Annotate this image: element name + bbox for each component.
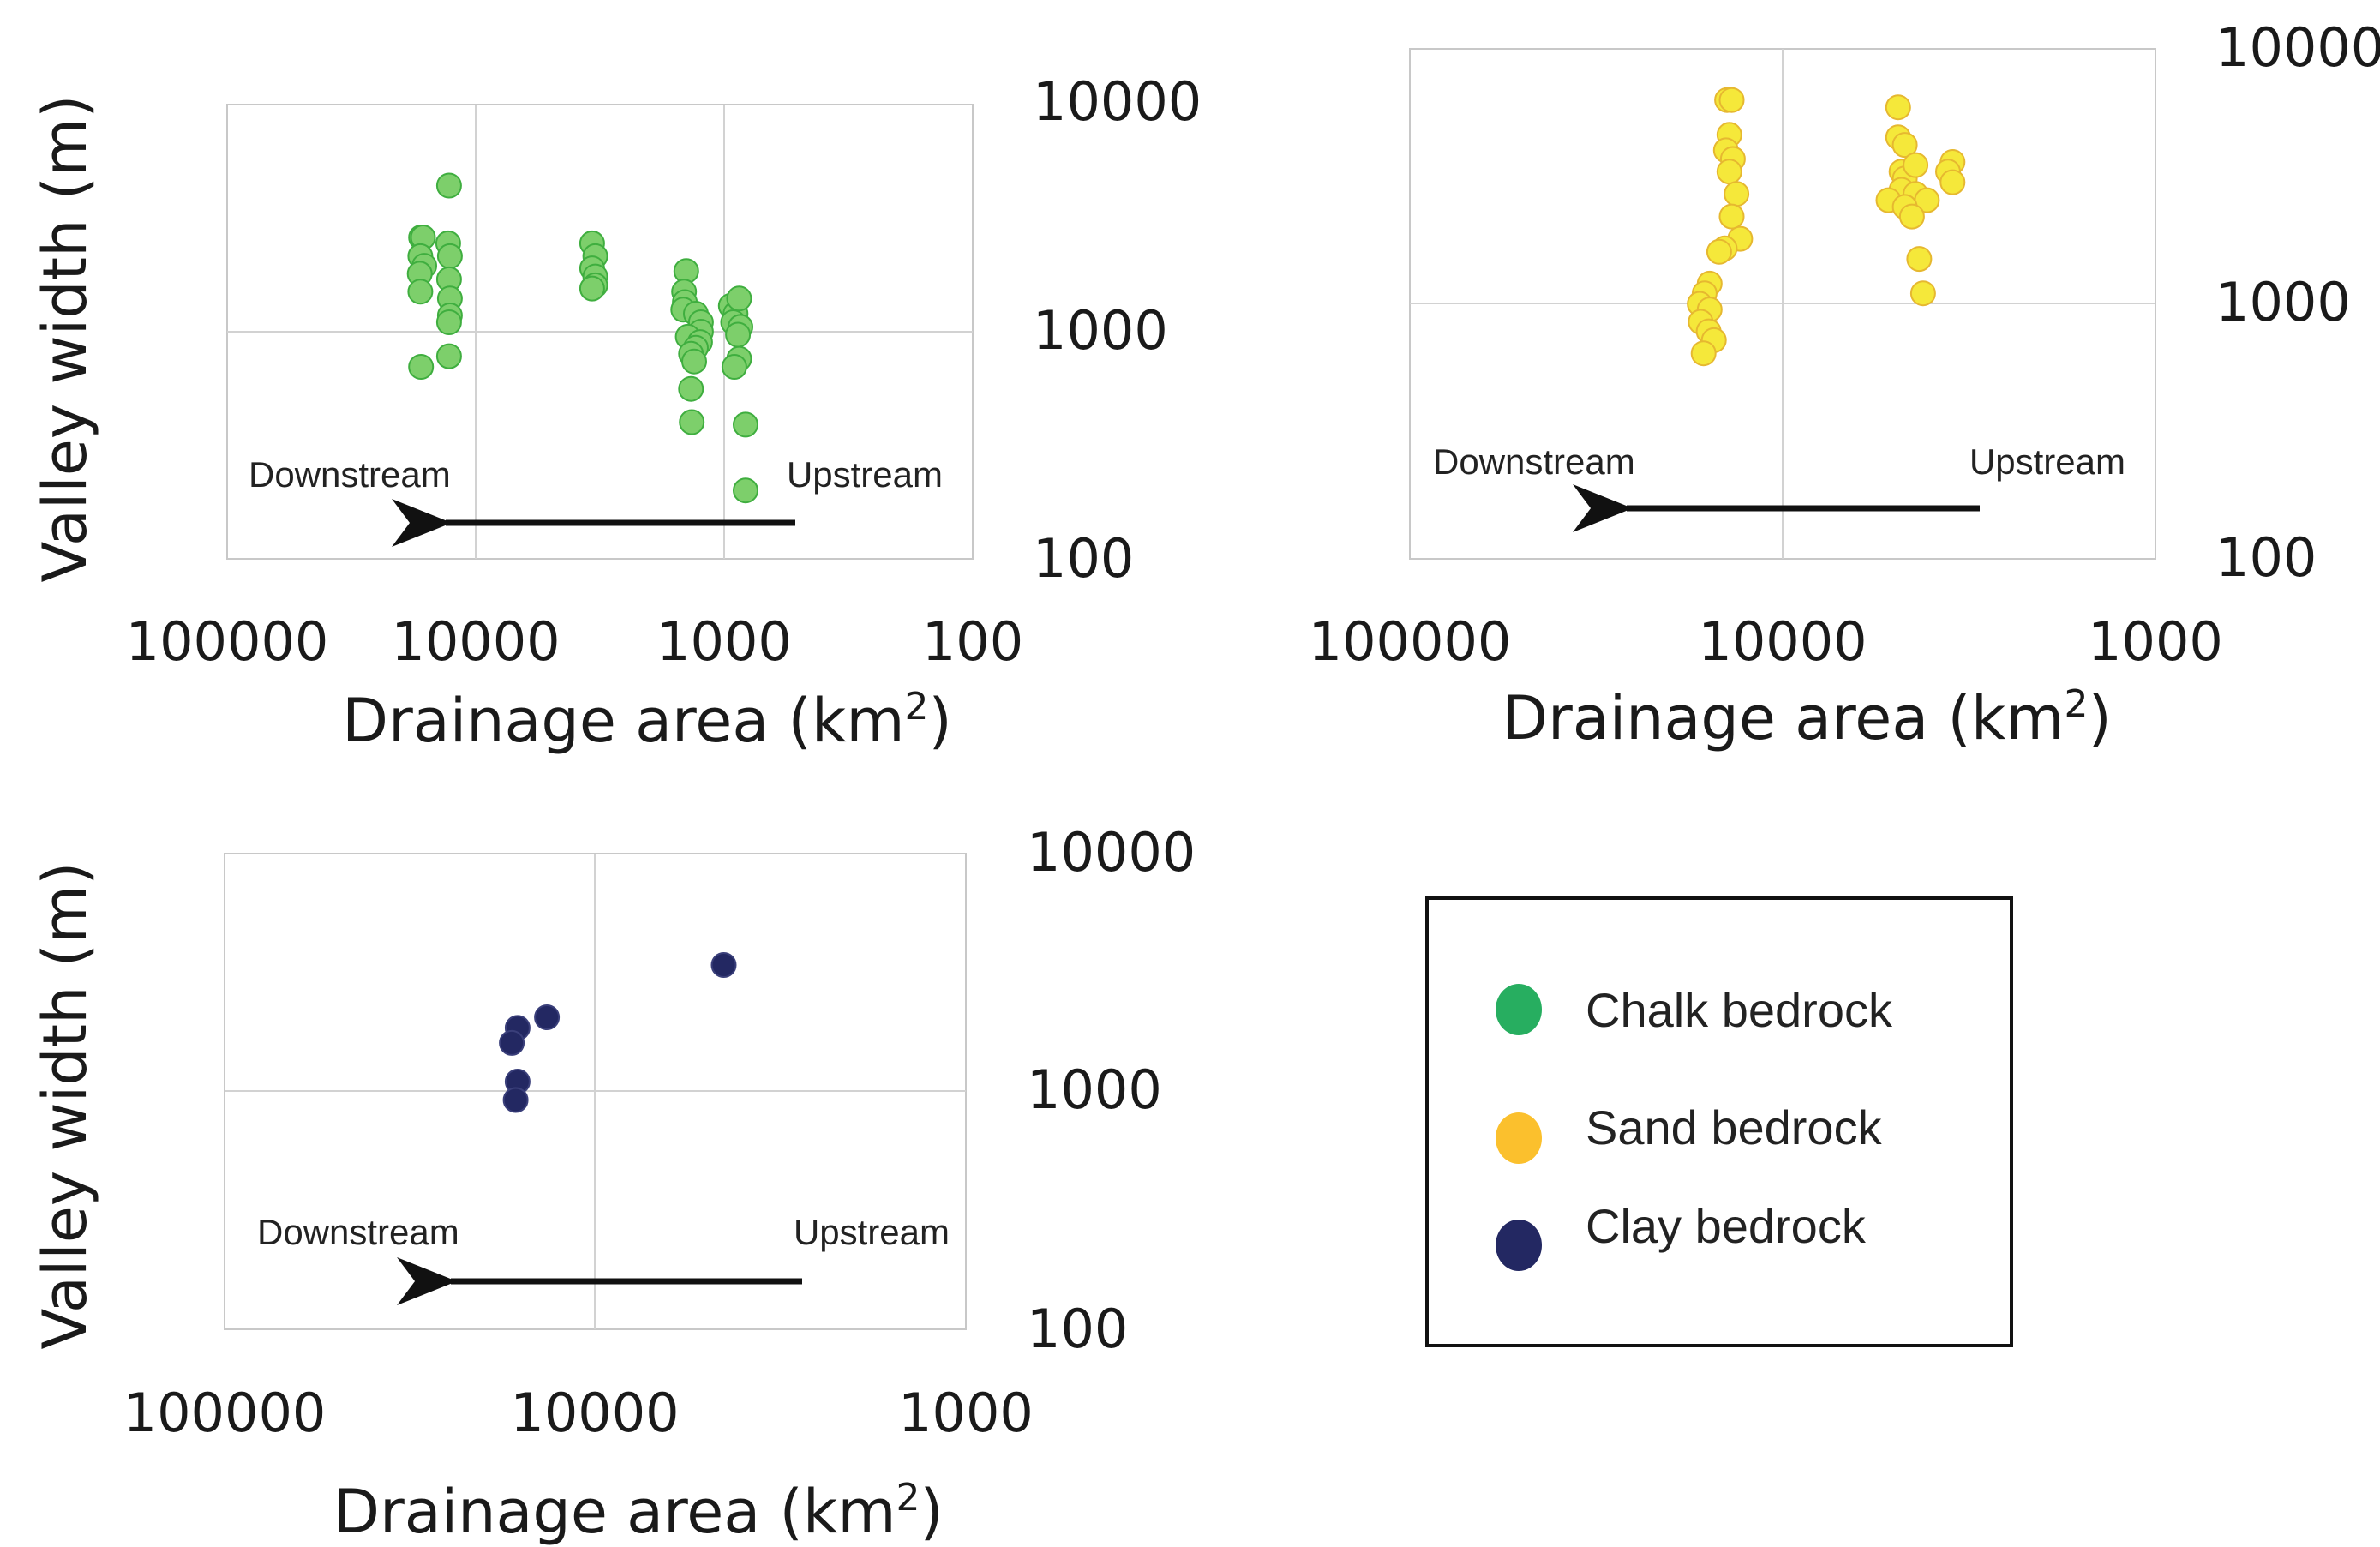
- legend-item-clay: Clay bedrock: [1496, 1199, 1867, 1271]
- grid-lines: [225, 854, 966, 1329]
- data-point: [534, 1004, 561, 1030]
- downstream-label: Downstream: [249, 454, 451, 495]
- data-point: [408, 354, 435, 380]
- legend-label: Sand bedrock: [1586, 1100, 1883, 1154]
- clay-legend-swatch: [1496, 1220, 1542, 1271]
- data-point: [1898, 203, 1925, 230]
- x-tick-label: 100: [922, 610, 1023, 673]
- data-point: [1885, 94, 1911, 121]
- legend-label: Clay bedrock: [1586, 1199, 1867, 1253]
- sand-scatter-panel: Downstream Upstream 10000 1000 100 10000…: [1309, 16, 2380, 753]
- sand-data-points: [1687, 87, 1966, 367]
- data-point: [1903, 152, 1929, 178]
- data-point: [435, 172, 462, 199]
- clay-data-points: [499, 952, 737, 1113]
- data-point: [733, 477, 758, 504]
- chalk-data-points: [406, 172, 758, 504]
- y-tick-label: 1000: [2215, 271, 2351, 333]
- clay-scatter-panel: Downstream Upstream 10000 1000 100 10000…: [30, 821, 1196, 1547]
- y-tick-label: 10000: [1033, 70, 1202, 133]
- data-point: [435, 343, 462, 369]
- x-tick-label: 1000: [656, 610, 792, 673]
- data-point: [499, 1029, 525, 1056]
- y-tick-label: 100: [1027, 1298, 1128, 1360]
- legend-label: Chalk bedrock: [1586, 983, 1893, 1037]
- y-axis-title: Valley width (m): [30, 862, 100, 1350]
- data-point: [1724, 181, 1750, 207]
- data-point: [1718, 87, 1745, 113]
- y-tick-label: 10000: [2215, 16, 2380, 79]
- legend-item-sand: Sand bedrock: [1496, 1100, 1883, 1164]
- data-point: [579, 275, 605, 302]
- upstream-label: Upstream: [1969, 441, 2125, 482]
- data-point: [1906, 246, 1933, 273]
- legend-item-chalk: Chalk bedrock: [1496, 983, 1893, 1037]
- sand-legend-swatch: [1496, 1112, 1542, 1164]
- data-point: [436, 243, 463, 269]
- data-point: [1706, 238, 1732, 265]
- downstream-label: Downstream: [257, 1212, 459, 1252]
- upstream-label: Upstream: [794, 1212, 950, 1252]
- grid-lines: [1410, 49, 2155, 559]
- x-axis-title: Drainage area (km2): [1502, 682, 2112, 753]
- x-tick-label: 10000: [1698, 610, 1867, 673]
- y-tick-label: 1000: [1033, 299, 1168, 362]
- data-point: [1909, 280, 1936, 307]
- downstream-label: Downstream: [1433, 441, 1635, 482]
- x-tick-label: 10000: [391, 610, 560, 673]
- x-tick-label: 1000: [898, 1382, 1034, 1444]
- chalk-scatter-panel: Downstream Upstream 10000 1000 100 10000…: [30, 70, 1202, 756]
- chalk-legend-swatch: [1496, 984, 1542, 1035]
- data-point: [1690, 340, 1717, 367]
- data-point: [502, 1087, 529, 1113]
- grid-lines: [227, 105, 973, 559]
- x-axis-title: Drainage area (km2): [342, 685, 952, 756]
- data-point: [407, 279, 434, 305]
- x-tick-label: 100000: [126, 610, 329, 673]
- y-axis-title: Valley width (m): [30, 95, 100, 583]
- x-axis-title: Drainage area (km2): [333, 1476, 944, 1547]
- upstream-label: Upstream: [787, 454, 943, 495]
- data-point: [678, 375, 704, 402]
- data-point: [1891, 132, 1918, 159]
- x-tick-label: 1000: [2088, 610, 2223, 673]
- data-point: [1718, 203, 1745, 230]
- data-point: [725, 321, 752, 348]
- data-point: [435, 309, 462, 335]
- y-tick-label: 10000: [1027, 821, 1196, 884]
- x-tick-label: 100000: [1309, 610, 1512, 673]
- legend: Chalk bedrock Sand bedrock Clay bedrock: [1425, 896, 2013, 1347]
- data-point: [726, 285, 752, 312]
- y-tick-label: 100: [2215, 526, 2317, 589]
- y-tick-label: 100: [1033, 527, 1134, 590]
- x-tick-label: 10000: [510, 1382, 679, 1444]
- data-point: [1939, 169, 1966, 195]
- data-point: [721, 354, 747, 380]
- data-point: [710, 952, 737, 978]
- y-tick-label: 1000: [1027, 1058, 1162, 1121]
- data-point: [1716, 159, 1742, 185]
- data-point: [733, 411, 758, 438]
- x-tick-label: 100000: [123, 1382, 327, 1444]
- data-point: [679, 409, 705, 435]
- data-point: [681, 348, 707, 375]
